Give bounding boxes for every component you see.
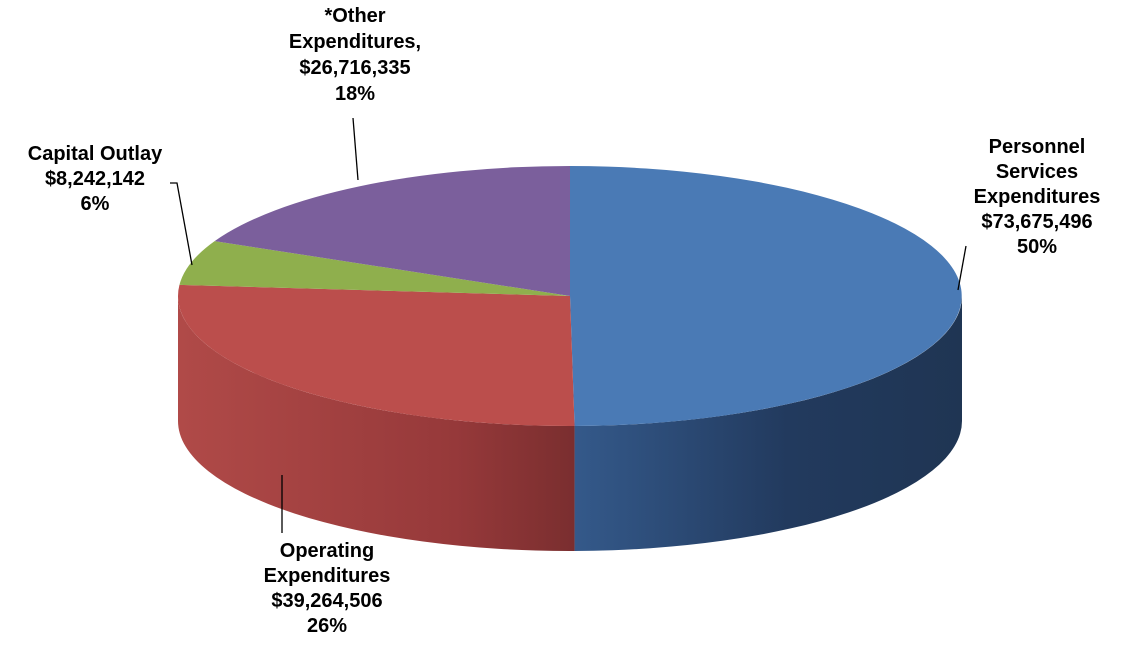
leader-lines <box>170 117 967 533</box>
leader-line-0 <box>957 245 967 291</box>
slice-label-line: 26% <box>307 615 347 637</box>
slice-label-3: *Other Expenditures, $26,716,335 18% <box>289 5 421 105</box>
slice-label-line: Capital Outlay <box>28 143 163 165</box>
slice-labels: Personnel Services Expenditures $73,675,496… <box>28 5 1101 637</box>
slice-label-line: 18% <box>335 83 375 105</box>
slice-label-line: $26,716,335 <box>299 57 410 79</box>
pie-slice-2 <box>179 241 570 296</box>
pie-slice-3 <box>214 166 570 296</box>
slice-label-line: *Other <box>324 5 385 27</box>
leader-line-3 <box>352 117 359 181</box>
slice-label-line: 50% <box>1017 236 1057 258</box>
slice-label-0: Personnel Services Expenditures $73,675,496… <box>974 136 1101 258</box>
slice-label-2: Capital Outlay $8,242,142 6% <box>28 143 163 215</box>
side-wall-1 <box>178 296 575 551</box>
slice-label-1: Operating Expenditures $39,264,506 26% <box>264 540 391 637</box>
slice-label-line: Operating <box>280 540 374 562</box>
slice-label-line: Expenditures <box>264 565 391 587</box>
leader-line-2 <box>170 182 193 266</box>
slice-label-line: $73,675,496 <box>981 211 1092 233</box>
slice-label-line: Personnel <box>989 136 1086 158</box>
pie-slice-0 <box>570 166 962 426</box>
slice-label-line: 6% <box>81 193 110 215</box>
slice-label-line: $39,264,506 <box>271 590 382 612</box>
side-wall-0 <box>574 296 962 551</box>
pie-slice-1 <box>178 284 575 426</box>
slice-label-line: Services <box>996 161 1078 183</box>
slice-label-line: Expenditures, <box>289 31 421 53</box>
pie-top-faces <box>178 166 962 426</box>
pie-side-walls <box>178 296 962 551</box>
slice-label-line: Expenditures <box>974 186 1101 208</box>
slice-label-line: $8,242,142 <box>45 168 145 190</box>
